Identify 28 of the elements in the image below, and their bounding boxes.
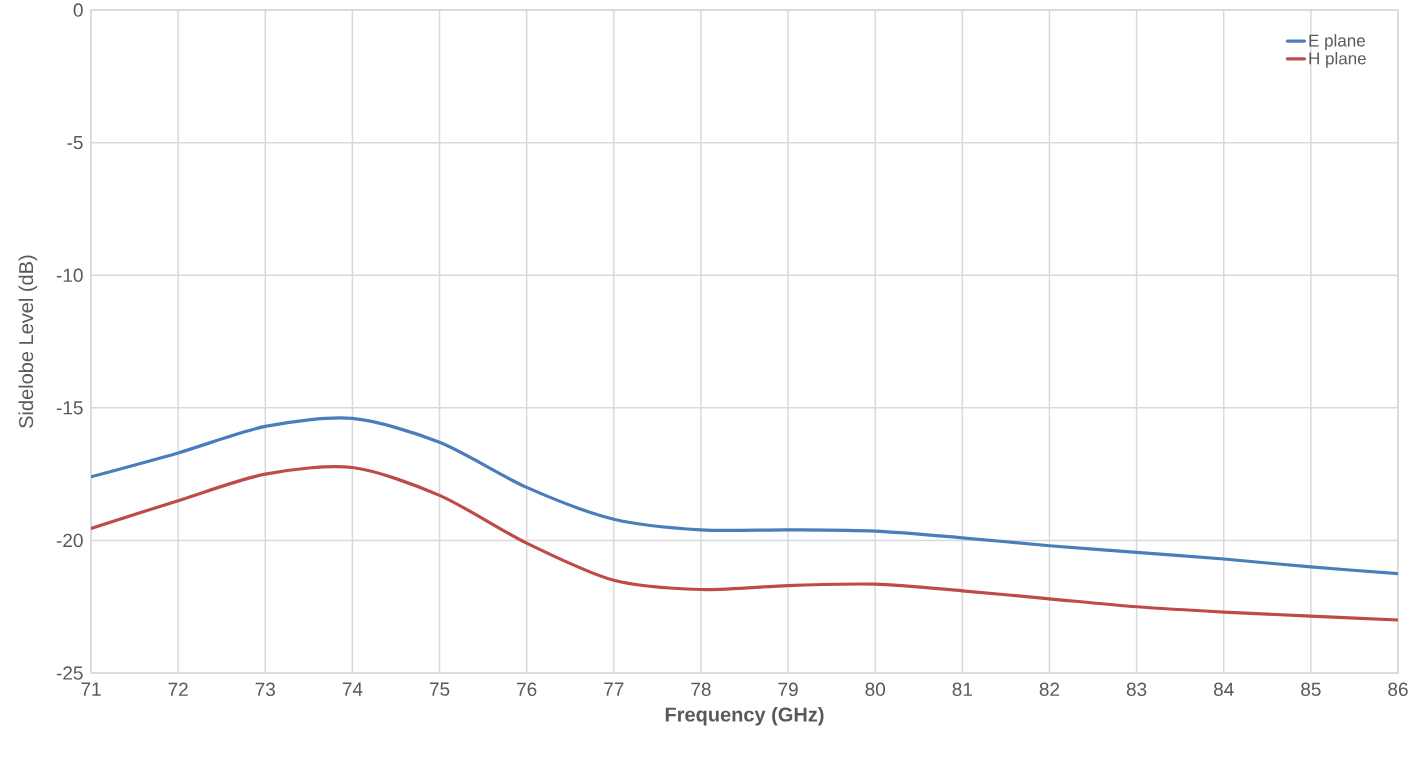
x-tick-label: 79 — [778, 682, 798, 697]
y-tick-label: -15 — [56, 401, 83, 415]
x-tick-label: 78 — [691, 682, 711, 697]
legend-label: H plane — [1309, 51, 1366, 68]
x-tick-label: 76 — [517, 682, 537, 697]
y-axis-title: Sidelobe Level (dB) — [18, 255, 38, 428]
x-tick-label: 85 — [1301, 682, 1321, 697]
x-tick-label: 74 — [342, 682, 363, 696]
y-tick-label: -5 — [67, 136, 83, 150]
x-tick-label: 71 — [81, 682, 101, 696]
y-tick-label: 0 — [73, 3, 83, 17]
x-tick-label: 80 — [865, 682, 886, 697]
x-tick-label: 77 — [604, 682, 624, 696]
x-tick-label: 84 — [1214, 682, 1234, 697]
y-tick-label: -10 — [56, 268, 83, 282]
x-tick-label: 72 — [168, 682, 188, 696]
x-tick-label: 81 — [952, 682, 972, 697]
legend-label: E plane — [1309, 34, 1365, 50]
x-axis-title: Frequency (GHz) — [665, 706, 824, 726]
y-tick-label: -25 — [56, 666, 83, 680]
x-tick-label: 75 — [429, 682, 450, 696]
x-tick-label: 73 — [255, 682, 275, 697]
x-tick-label: 82 — [1039, 682, 1060, 697]
y-tick-label: -20 — [56, 533, 83, 548]
x-tick-label: 86 — [1388, 682, 1408, 697]
x-tick-label: 83 — [1126, 682, 1147, 697]
line-series — [91, 465, 1398, 622]
line-series — [91, 416, 1398, 576]
